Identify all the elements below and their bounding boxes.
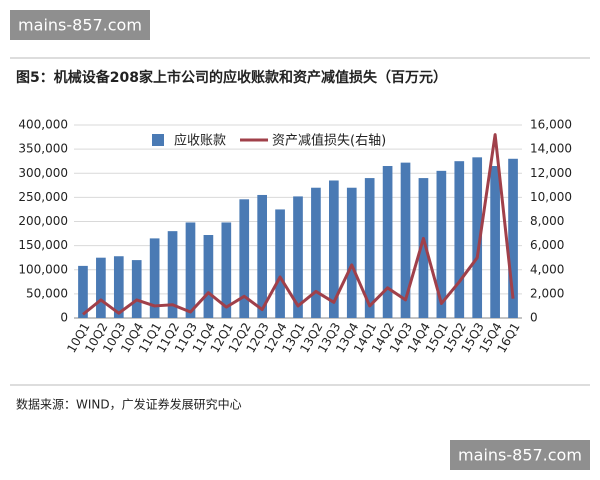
bar (472, 157, 483, 318)
bar (382, 166, 393, 318)
y-tick-label: 200,000 (18, 214, 68, 228)
y-tick-label: 250,000 (18, 190, 68, 204)
bar (364, 178, 375, 318)
y-tick-label: 150,000 (18, 238, 68, 252)
y-tick-label: 0 (530, 311, 538, 325)
y-tick-label: 50,000 (26, 286, 68, 300)
line (82, 133, 515, 316)
bar (490, 166, 500, 318)
bar (329, 180, 339, 318)
bar (311, 187, 321, 318)
watermark: mains-857.com (458, 446, 582, 465)
watermark-box (450, 440, 590, 470)
bar (454, 161, 465, 318)
bar (400, 162, 411, 318)
bar (113, 256, 124, 318)
bar (293, 196, 303, 318)
watermark-box (10, 10, 150, 40)
y-tick-label: 0 (60, 311, 68, 325)
bar (239, 199, 250, 318)
y-tick-label: 12,000 (530, 166, 572, 180)
bar (257, 194, 267, 318)
bar (149, 238, 160, 318)
legend-label: 资产减值损失(右轴) (272, 133, 386, 149)
source: 数据来源：WIND，广发证券发展研究中心 (16, 397, 242, 412)
bar (275, 209, 285, 318)
y-tick-label: 350,000 (18, 142, 68, 156)
y-tick-label: 2,000 (530, 286, 564, 300)
chart-title: 图5：机械设备208家上市公司的应收账款和资产减值损失（百万元） (16, 69, 447, 86)
y-tick-label: 16,000 (530, 118, 572, 132)
bar (436, 170, 447, 318)
y-tick-label: 100,000 (18, 262, 68, 276)
bar (508, 158, 518, 318)
bar (167, 231, 178, 318)
bar (185, 222, 196, 318)
y-tick-label: 10,000 (530, 190, 572, 204)
bar (346, 187, 357, 318)
watermark: mains-857.com (18, 16, 142, 35)
bar (96, 257, 106, 318)
legend-swatch (152, 134, 164, 146)
y-tick-label: 4,000 (530, 262, 564, 276)
bar (78, 265, 88, 318)
y-tick-label: 400,000 (18, 118, 68, 132)
y-tick-label: 14,000 (530, 142, 572, 156)
bar (131, 260, 142, 318)
y-tick-label: 6,000 (530, 238, 564, 252)
y-tick-label: 8,000 (530, 214, 564, 228)
y-tick-label: 300,000 (18, 166, 68, 180)
bar (203, 235, 214, 318)
legend-label: 应收账款 (174, 133, 226, 149)
bar (221, 222, 232, 318)
bar (418, 178, 429, 318)
